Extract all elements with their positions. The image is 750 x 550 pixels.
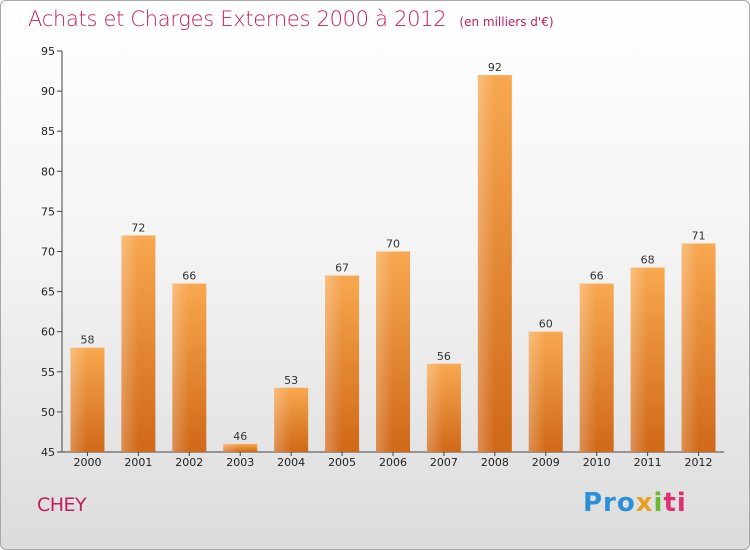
axes: 45 50 55 60 65 70 75 80 85 90 95 2000 2001 2002 2003 20… — [41, 45, 724, 469]
y-tick-label: 95 — [41, 45, 55, 58]
y-tick-label: 90 — [41, 85, 55, 98]
x-tick-label: 2000 — [73, 456, 101, 469]
data-label: 58 — [80, 334, 94, 347]
chart-unit-note: (en milliers d'€) — [459, 15, 554, 29]
bar-highlight — [376, 251, 393, 452]
y-tick-label: 55 — [41, 366, 55, 379]
data-label: 46 — [233, 430, 247, 443]
y-tick-label: 45 — [41, 446, 55, 459]
y-tick-label: 85 — [41, 125, 55, 138]
bar-highlight — [528, 331, 546, 452]
bar-highlight — [121, 235, 139, 452]
y-tick-label: 70 — [41, 246, 55, 259]
data-label: 67 — [335, 262, 349, 275]
proxiti-logo: Proxiti — [583, 488, 687, 518]
x-tick-label: 2011 — [634, 456, 662, 469]
x-tick-label: 2012 — [685, 456, 713, 469]
data-label: 92 — [488, 61, 502, 74]
data-label: 56 — [437, 350, 451, 363]
x-tick-label: 2006 — [379, 456, 407, 469]
x-tick-label: 2010 — [583, 456, 611, 469]
data-label: 72 — [131, 221, 145, 234]
commune-name: CHEY — [37, 494, 87, 516]
logo-part-2: x — [635, 488, 654, 518]
x-tick-label: 2001 — [124, 456, 152, 469]
x-tick-label: 2007 — [430, 456, 458, 469]
y-tick-label: 75 — [41, 205, 55, 218]
data-label: 53 — [284, 374, 298, 387]
bar-highlight — [630, 267, 648, 452]
bar-highlight — [70, 347, 88, 452]
data-label: 66 — [182, 270, 196, 283]
y-tick-label: 65 — [41, 286, 55, 299]
bar-highlight — [579, 283, 597, 452]
chart-title-text: Achats et Charges Externes 2000 à 2012 — [28, 7, 447, 31]
data-label: 68 — [641, 254, 655, 267]
x-tick-label: 2005 — [328, 456, 356, 469]
data-label: 71 — [692, 229, 706, 242]
data-label: 66 — [590, 270, 604, 283]
y-tick-label: 50 — [41, 406, 55, 419]
x-tick-label: 2003 — [226, 456, 254, 469]
bars: 58 72 66 46 53 67 70 56 92 60 66 68 71 — [70, 61, 716, 452]
logo-part-1: Pro — [583, 488, 636, 518]
x-tick-label: 2009 — [532, 456, 560, 469]
x-tick-label: 2002 — [175, 456, 203, 469]
bar-highlight — [681, 243, 699, 452]
logo-part-3: i — [653, 488, 664, 518]
bar-highlight — [172, 283, 190, 452]
bar-highlight — [477, 75, 495, 452]
x-tick-label: 2008 — [481, 456, 509, 469]
bar-highlight — [325, 275, 343, 452]
bar-highlight — [274, 387, 292, 452]
data-label: 70 — [386, 238, 400, 251]
logo-part-4: ti — [663, 488, 687, 518]
data-label: 60 — [539, 318, 553, 331]
y-tick-label: 60 — [41, 326, 55, 339]
bar-highlight — [426, 363, 444, 452]
x-tick-label: 2004 — [277, 456, 305, 469]
chart-title: Achats et Charges Externes 2000 à 2012 (… — [28, 7, 554, 31]
bar-highlight — [223, 443, 241, 452]
y-tick-label: 80 — [41, 165, 55, 178]
